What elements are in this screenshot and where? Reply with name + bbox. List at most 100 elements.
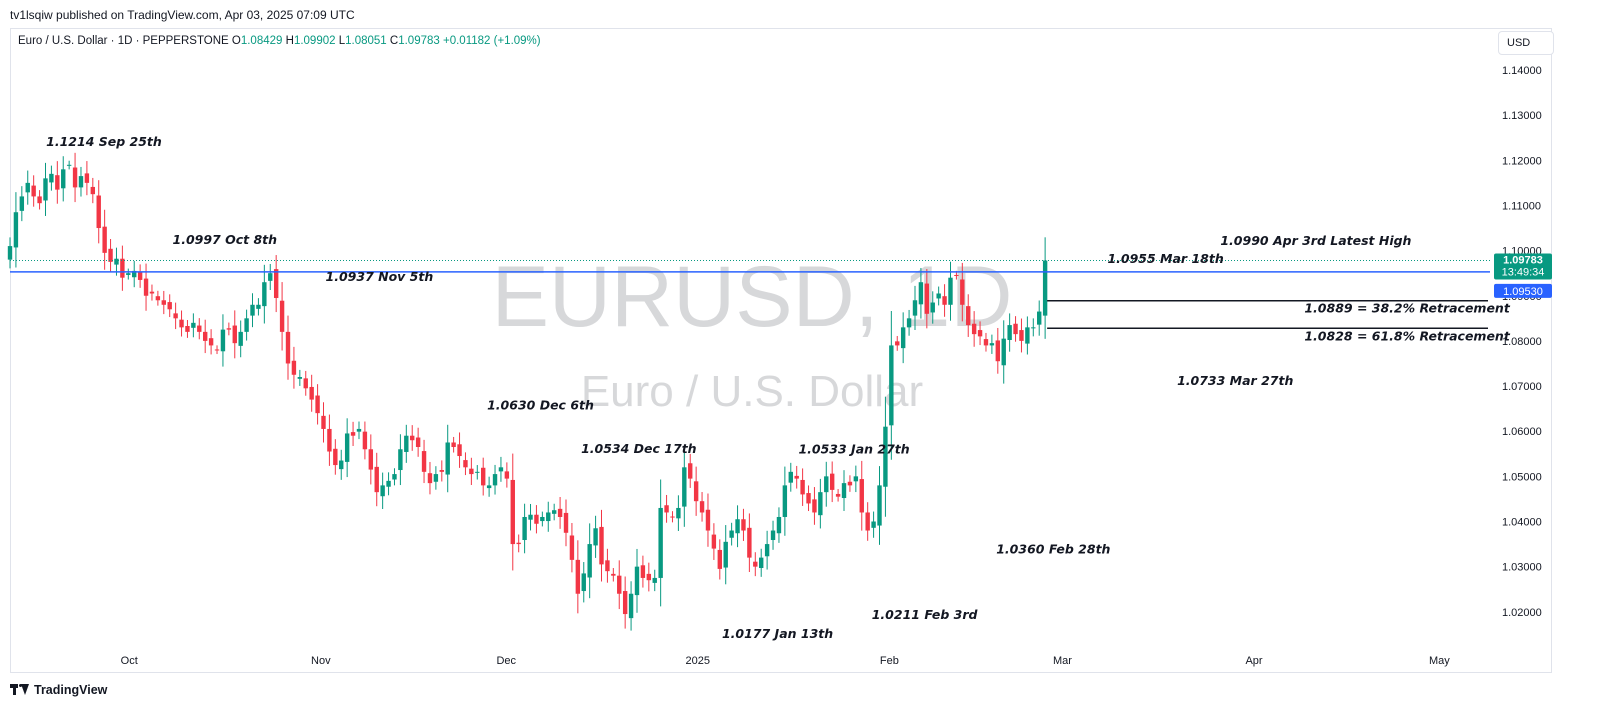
candle-body[interactable] <box>1007 325 1012 340</box>
tradingview-footer[interactable]: TradingView <box>10 683 107 697</box>
candle-body[interactable] <box>900 327 906 349</box>
candle-body[interactable] <box>362 431 368 450</box>
candle-body[interactable] <box>617 575 622 594</box>
candle-body[interactable] <box>835 493 841 497</box>
candle-body[interactable] <box>256 304 261 309</box>
candle-body[interactable] <box>404 435 409 452</box>
candle-body[interactable] <box>279 300 285 332</box>
candle-body[interactable] <box>1019 330 1024 341</box>
candle-body[interactable] <box>557 508 563 517</box>
candle-body[interactable] <box>735 519 740 534</box>
candle-body[interactable] <box>741 519 746 531</box>
candle-body[interactable] <box>197 325 202 332</box>
candle-body[interactable] <box>640 565 646 578</box>
candle-body[interactable] <box>1001 338 1006 366</box>
candle-body[interactable] <box>652 577 657 583</box>
candle-body[interactable] <box>96 195 101 229</box>
candle-body[interactable] <box>410 435 415 441</box>
candle-body[interactable] <box>705 509 711 531</box>
candle-body[interactable] <box>628 593 634 619</box>
candle-body[interactable] <box>433 474 439 482</box>
candle-body[interactable] <box>717 549 722 569</box>
candle-body[interactable] <box>906 318 912 328</box>
candle-body[interactable] <box>699 501 705 513</box>
candle-body[interactable] <box>13 212 19 248</box>
candle-body[interactable] <box>155 296 161 301</box>
candle-body[interactable] <box>344 433 350 462</box>
candle-body[interactable] <box>333 448 338 466</box>
candle-body[interactable] <box>398 449 403 471</box>
level-price-badge[interactable] <box>1494 283 1552 298</box>
price-annotation[interactable]: 1.0630 Dec 6th <box>487 398 594 413</box>
candle-body[interactable] <box>475 471 480 473</box>
candle-body[interactable] <box>25 182 30 193</box>
candle-body[interactable] <box>954 274 959 276</box>
candle-body[interactable] <box>191 322 196 328</box>
candle-body[interactable] <box>764 544 770 557</box>
candle-body[interactable] <box>37 196 42 204</box>
candle-body[interactable] <box>61 169 66 189</box>
candle-body[interactable] <box>670 516 675 518</box>
price-annotation[interactable]: 1.0534 Dec 17th <box>581 441 697 456</box>
candle-body[interactable] <box>581 573 586 592</box>
candle-body[interactable] <box>847 481 853 486</box>
candle-body[interactable] <box>226 328 232 330</box>
candle-body[interactable] <box>587 544 592 578</box>
candle-body[interactable] <box>912 300 918 316</box>
candle-body[interactable] <box>356 428 362 432</box>
candle-body[interactable] <box>386 480 391 487</box>
candle-body[interactable] <box>1025 327 1030 344</box>
candle-body[interactable] <box>759 557 764 569</box>
symbol-title[interactable]: Euro / U.S. Dollar · 1D · PEPPERSTONE <box>18 35 229 47</box>
candle-body[interactable] <box>244 318 249 332</box>
candle-body[interactable] <box>220 329 226 352</box>
candle-body[interactable] <box>611 573 616 576</box>
candle-body[interactable] <box>688 463 693 479</box>
candle-body[interactable] <box>350 432 356 436</box>
candle-body[interactable] <box>723 541 728 568</box>
candle-body[interactable] <box>368 449 374 470</box>
price-annotation[interactable]: 1.0733 Mar 27th <box>1177 373 1293 388</box>
candle-body[interactable] <box>829 473 835 490</box>
candle-body[interactable] <box>238 331 243 346</box>
candle-body[interactable] <box>427 473 433 484</box>
candle-body[interactable] <box>108 248 113 262</box>
candle-body[interactable] <box>214 349 220 351</box>
candle-body[interactable] <box>179 319 184 328</box>
candle-body[interactable] <box>492 474 498 486</box>
candle-body[interactable] <box>800 479 805 495</box>
candle-body[interactable] <box>534 514 539 524</box>
candle-body[interactable] <box>989 343 995 346</box>
price-annotation[interactable]: 1.0828 = 61.8% Retracement <box>1304 328 1510 343</box>
candle-body[interactable] <box>812 499 817 513</box>
candle-body[interactable] <box>149 291 155 294</box>
price-annotation[interactable]: 1.0533 Jan 27th <box>798 441 909 456</box>
candle-body[interactable] <box>510 479 515 545</box>
candle-body[interactable] <box>599 526 604 565</box>
candle-body[interactable] <box>895 341 900 346</box>
candle-body[interactable] <box>658 507 663 578</box>
candle-body[interactable] <box>451 442 456 448</box>
candle-body[interactable] <box>498 467 504 472</box>
candle-body[interactable] <box>682 467 687 507</box>
candle-body[interactable] <box>486 485 492 489</box>
candle-body[interactable] <box>31 185 36 197</box>
candle-body[interactable] <box>90 186 96 195</box>
candle-body[interactable] <box>7 246 13 260</box>
candle-body[interactable] <box>995 340 1001 362</box>
candle-body[interactable] <box>575 559 581 594</box>
price-annotation[interactable]: 1.0360 Feb 28th <box>996 542 1110 557</box>
candle-body[interactable] <box>806 493 811 504</box>
candle-body[interactable] <box>747 527 752 558</box>
candle-body[interactable] <box>605 560 610 572</box>
candle-body[interactable] <box>960 279 965 305</box>
candle-body[interactable] <box>942 296 947 305</box>
candle-body[interactable] <box>877 485 882 526</box>
price-annotation[interactable]: 1.0990 Apr 3rd Latest High <box>1220 233 1411 248</box>
candle-body[interactable] <box>481 467 486 486</box>
candle-body[interactable] <box>889 345 894 426</box>
candle-body[interactable] <box>143 278 149 296</box>
candle-body[interactable] <box>711 534 717 549</box>
candle-body[interactable] <box>1031 327 1036 329</box>
candle-body[interactable] <box>268 273 273 281</box>
